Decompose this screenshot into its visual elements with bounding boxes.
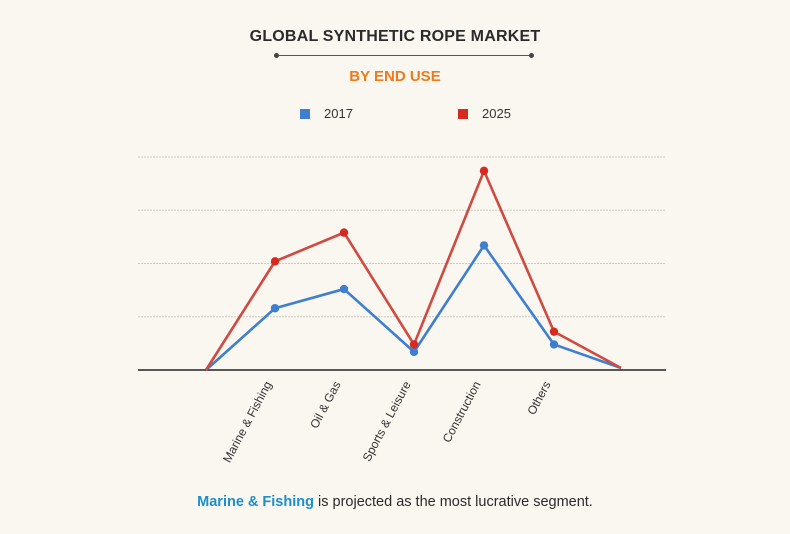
x-tick-label: Construction	[440, 379, 484, 445]
x-tick-label: Marine & Fishing	[220, 379, 275, 465]
x-tick-label: Oil & Gas	[307, 379, 343, 431]
data-point-2017	[549, 340, 559, 349]
chart-title: GLOBAL SYNTHETIC ROPE MARKET	[249, 28, 541, 45]
data-point-2025	[339, 228, 349, 237]
data-point-2025	[549, 327, 559, 336]
footer-note: Marine & Fishing is projected as the mos…	[0, 494, 790, 510]
footer-text: is projected as the most lucrative segme…	[313, 494, 593, 510]
footer-highlight: Marine & Fishing	[197, 494, 314, 510]
x-tick-label: Sports & Leisure	[360, 379, 414, 464]
legend-label-2017: 2017	[324, 106, 353, 121]
legend-item-2025: 2025	[458, 106, 511, 121]
data-point-2017	[409, 347, 419, 357]
legend-label-2025: 2025	[482, 106, 511, 121]
series-line-2025	[204, 169, 622, 371]
legend-swatch-2025	[458, 108, 468, 119]
legend-item-2017: 2017	[300, 106, 353, 121]
title-divider	[274, 53, 534, 58]
data-point-2017	[270, 304, 280, 313]
data-point-2017	[339, 284, 349, 294]
data-point-2025	[479, 166, 489, 176]
x-tick-label: Others	[524, 379, 553, 417]
data-point-2025	[270, 257, 280, 266]
data-point-2017	[479, 241, 489, 250]
legend-swatch-2017	[300, 108, 310, 119]
data-point-2025	[409, 340, 419, 349]
chart-subtitle: BY END USE	[349, 68, 441, 85]
